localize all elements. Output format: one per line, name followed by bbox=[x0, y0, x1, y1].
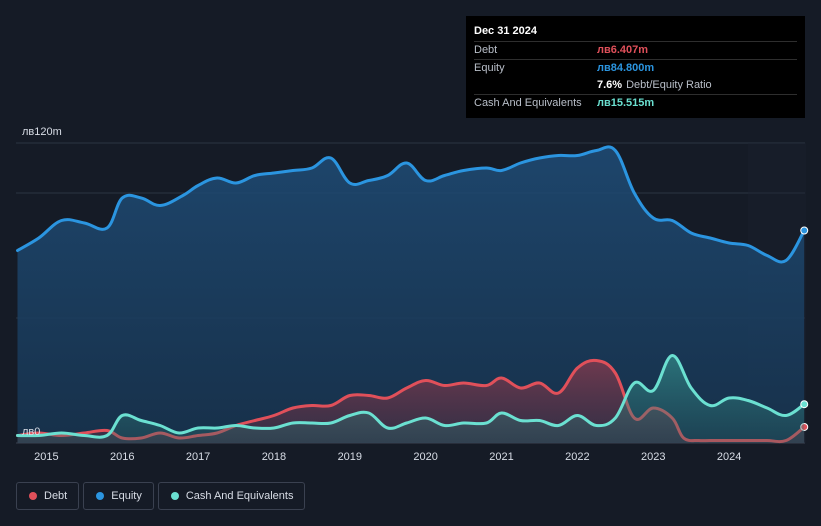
x-tick-label: 2022 bbox=[565, 451, 589, 463]
x-tick-label: 2015 bbox=[34, 451, 58, 463]
legend-equity-dot-icon bbox=[96, 492, 105, 500]
x-tick-label: 2023 bbox=[641, 451, 665, 463]
cash-and-equivalents-area bbox=[17, 355, 805, 443]
tooltip-debt-value: лв6.407m bbox=[597, 44, 649, 56]
legend-debt-label: Debt bbox=[44, 490, 68, 502]
legend-item-debt[interactable]: Debt bbox=[16, 482, 80, 510]
legend-cash-dot-icon bbox=[170, 492, 179, 500]
x-tick-label: 2016 bbox=[110, 451, 134, 463]
legend-item-equity[interactable]: Equity bbox=[83, 482, 154, 510]
x-tick-label: 2020 bbox=[413, 451, 437, 463]
data-tooltip: Dec 31 2024 Debt лв6.407m Equity лв84.80… bbox=[466, 16, 805, 118]
legend-cash-label: Cash And Equivalents bbox=[185, 490, 294, 502]
legend-equity-label: Equity bbox=[111, 490, 142, 502]
tooltip-debt-label: Debt bbox=[474, 44, 498, 56]
equity-line bbox=[16, 145, 806, 264]
series-layer bbox=[16, 145, 809, 444]
cash-and-equivalents-line bbox=[16, 354, 806, 439]
tooltip-equity-value: лв84.800m bbox=[597, 62, 655, 74]
x-tick-label: 2017 bbox=[186, 451, 210, 463]
tooltip-cash-label: Cash And Equivalents bbox=[474, 97, 582, 109]
tooltip-debt-row: Debt лв6.407m bbox=[474, 41, 797, 59]
chart-legend: Debt Equity Cash And Equivalents bbox=[16, 482, 309, 510]
cash-and-equivalents-endpoint-marker[interactable] bbox=[800, 400, 809, 409]
tooltip-equity-row: Equity лв84.800m bbox=[474, 59, 797, 77]
tooltip-date: Dec 31 2024 bbox=[474, 25, 537, 37]
y-axis-bottom-label: лв0 bbox=[22, 426, 40, 438]
x-tick-label: 2021 bbox=[489, 451, 513, 463]
tooltip-cash-value: лв15.515m bbox=[597, 97, 655, 109]
tooltip-equity-label: Equity bbox=[474, 62, 505, 74]
tooltip-ratio-value: 7.6% bbox=[597, 79, 623, 91]
x-tick-label: 2024 bbox=[717, 451, 741, 463]
tooltip-cash-row: Cash And Equivalents лв15.515m bbox=[474, 94, 797, 112]
x-tick-label: 2019 bbox=[338, 451, 362, 463]
x-axis-ticks: 2015 2016 2017 2018 2019 2020 2021 2022 2023 2024 bbox=[34, 451, 741, 463]
x-tick-label: 2018 bbox=[262, 451, 286, 463]
y-axis-top-label: лв120m bbox=[22, 126, 62, 138]
legend-debt-dot-icon bbox=[29, 492, 37, 500]
equity-endpoint-marker[interactable] bbox=[800, 226, 809, 235]
legend-item-cash[interactable]: Cash And Equivalents bbox=[157, 482, 306, 510]
tooltip-ratio-row: 7.6% Debt/Equity Ratio bbox=[474, 77, 797, 94]
tooltip-ratio-label: Debt/Equity Ratio bbox=[626, 79, 712, 91]
debt-area bbox=[17, 360, 805, 443]
